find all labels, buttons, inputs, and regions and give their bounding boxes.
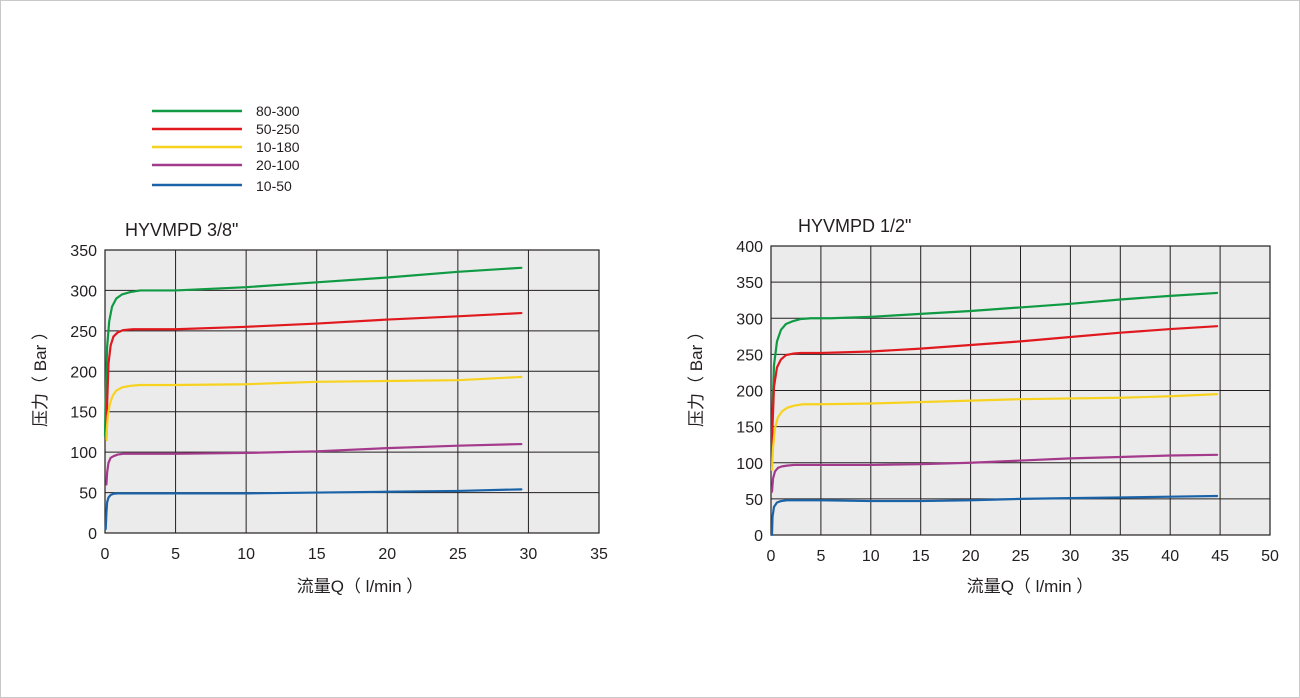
y-tick-label: 50 <box>79 486 97 503</box>
series-line-50-250 <box>770 325 1219 464</box>
x-tick-label: 15 <box>308 546 326 563</box>
legend-label-0: 80-300 <box>256 103 300 119</box>
y-tick-label: 350 <box>70 243 97 260</box>
legend-label-4: 10-50 <box>256 178 292 194</box>
x-tick-label: 50 <box>1261 548 1279 565</box>
y-tick-label: 150 <box>70 405 97 422</box>
legend-label-1: 50-250 <box>256 121 300 137</box>
y-tick-label: 0 <box>88 526 97 543</box>
x-tick-label: 30 <box>1062 548 1080 565</box>
x-tick-label: 10 <box>862 548 880 565</box>
y-tick-label: 0 <box>754 528 763 545</box>
x-tick-label: 0 <box>767 548 776 565</box>
x-tick-label: 25 <box>449 546 467 563</box>
y-tick-label: 100 <box>736 456 763 473</box>
x-axis-label: 流量Q（ l/min ） <box>967 577 1094 596</box>
x-tick-label: 30 <box>520 546 538 563</box>
chart-title: HYVMPD 1/2" <box>798 216 911 236</box>
x-tick-label: 5 <box>816 548 825 565</box>
y-tick-label: 250 <box>736 347 763 364</box>
x-axis-label: 流量Q（ l/min ） <box>297 577 424 596</box>
y-axis-label: 压力（ Bar ） <box>31 323 50 427</box>
y-tick-label: 200 <box>736 384 763 401</box>
legend-label-2: 10-180 <box>256 139 300 155</box>
chart-title: HYVMPD 3/8" <box>125 220 238 240</box>
y-tick-label: 150 <box>736 420 763 437</box>
x-tick-label: 25 <box>1012 548 1030 565</box>
y-tick-label: 300 <box>70 283 97 300</box>
x-tick-label: 40 <box>1161 548 1179 565</box>
series-line-20-100 <box>770 453 1219 493</box>
series-line-80-300 <box>770 291 1219 450</box>
y-tick-label: 400 <box>736 239 763 256</box>
series-line-10-50 <box>770 494 1219 537</box>
grid <box>770 245 1271 536</box>
x-tick-label: 20 <box>378 546 396 563</box>
legend: 80-300 50-250 10-180 20-100 10-50 <box>152 103 300 194</box>
x-tick-label: 5 <box>171 546 180 563</box>
y-tick-label: 250 <box>70 324 97 341</box>
y-tick-label: 50 <box>745 492 763 509</box>
chart-hyvmpd-1-2: HYVMPD 1/2" 流量Q（ l/min ） 压力（ Bar ） 0 5 10 1… <box>687 216 1279 596</box>
y-tick-label: 100 <box>70 445 97 462</box>
grid <box>104 249 600 534</box>
y-axis-label: 压力（ Bar ） <box>687 323 706 427</box>
series-line-10-50 <box>104 488 523 531</box>
chart-hyvmpd-3-8: HYVMPD 3/8" 流量Q（ l/min ） 压力（ Bar ） 0 5 10 1… <box>31 220 608 596</box>
y-tick-label: 350 <box>736 275 763 292</box>
x-tick-label: 35 <box>1111 548 1129 565</box>
series-line-10-180 <box>105 375 523 442</box>
y-tick-label: 300 <box>736 311 763 328</box>
y-tick-label: 200 <box>70 364 97 381</box>
series-line-20-100 <box>105 442 523 486</box>
x-tick-label: 35 <box>590 546 608 563</box>
x-tick-label: 10 <box>237 546 255 563</box>
series-line-10-180 <box>770 393 1219 472</box>
series-line-50-250 <box>105 311 523 442</box>
x-tick-label: 20 <box>962 548 980 565</box>
legend-label-3: 20-100 <box>256 157 300 173</box>
x-tick-label: 15 <box>912 548 930 565</box>
plot-area <box>105 250 599 533</box>
x-tick-label: 0 <box>101 546 110 563</box>
x-tick-label: 45 <box>1211 548 1229 565</box>
series-line-80-300 <box>103 266 523 438</box>
plot-border <box>770 245 1271 536</box>
